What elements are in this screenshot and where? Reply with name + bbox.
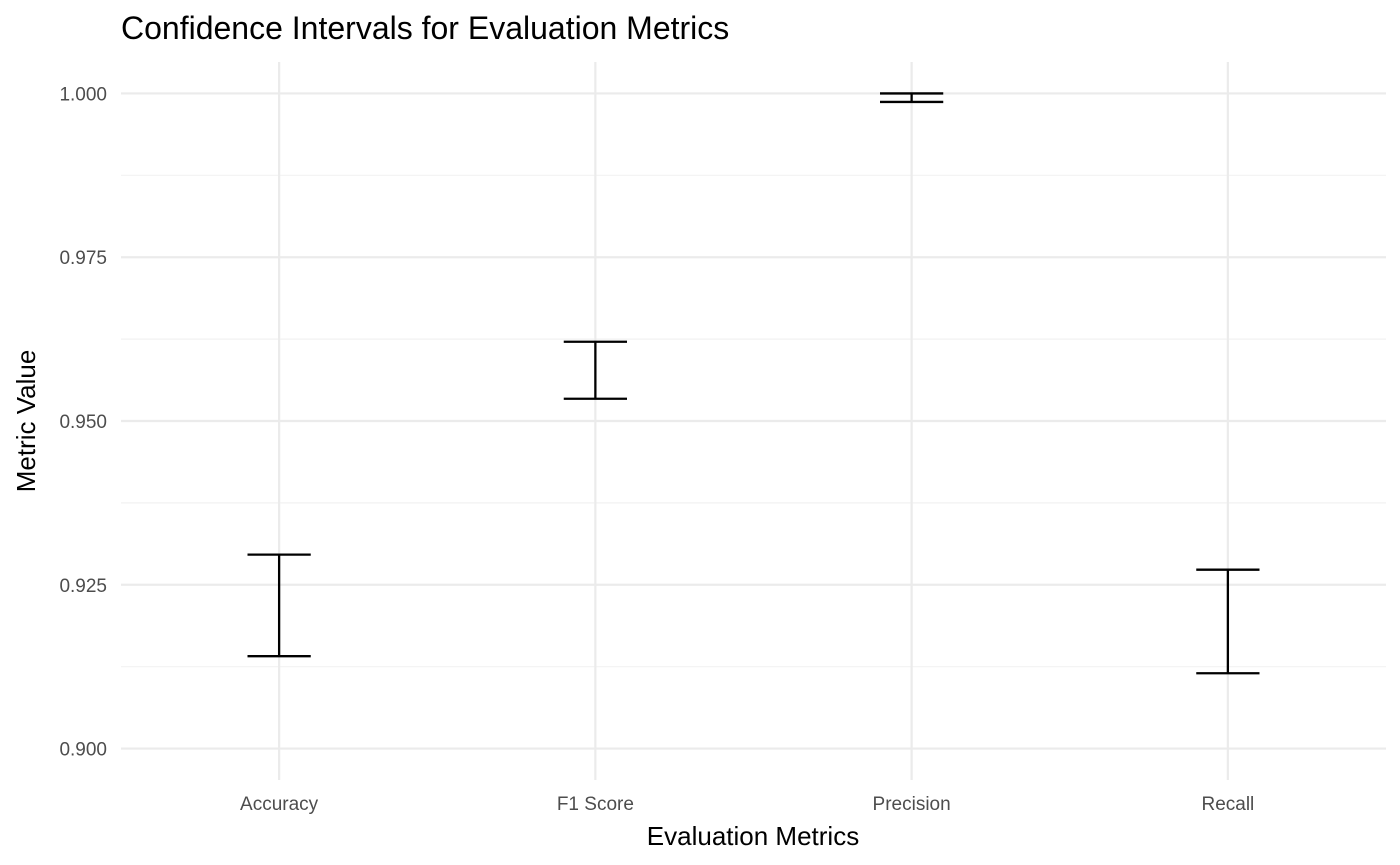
x-tick-label: F1 Score — [557, 794, 634, 815]
x-axis-title: Evaluation Metrics — [647, 821, 859, 851]
x-axis-ticks: Accuracy F1 Score Precision Recall — [240, 794, 1254, 815]
x-tick-label: Accuracy — [240, 794, 319, 815]
y-tick-label: 0.925 — [59, 576, 107, 597]
y-tick-label: 0.975 — [59, 248, 107, 269]
y-tick-label: 0.900 — [59, 740, 107, 761]
errorbars — [247, 92, 1260, 675]
errorbar — [563, 340, 627, 400]
y-axis-title: Metric Value — [11, 350, 41, 493]
chart-title: Confidence Intervals for Evaluation Metr… — [121, 10, 729, 46]
y-tick-label: 0.950 — [59, 412, 107, 433]
errorbar — [247, 553, 311, 658]
y-axis-ticks: 0.900 0.925 0.950 0.975 1.000 — [59, 84, 107, 760]
errorbar — [1196, 568, 1260, 675]
x-tick-label: Recall — [1201, 794, 1254, 815]
x-tick-label: Precision — [873, 794, 951, 815]
y-tick-label: 1.000 — [59, 84, 107, 105]
errorbar — [880, 92, 944, 104]
